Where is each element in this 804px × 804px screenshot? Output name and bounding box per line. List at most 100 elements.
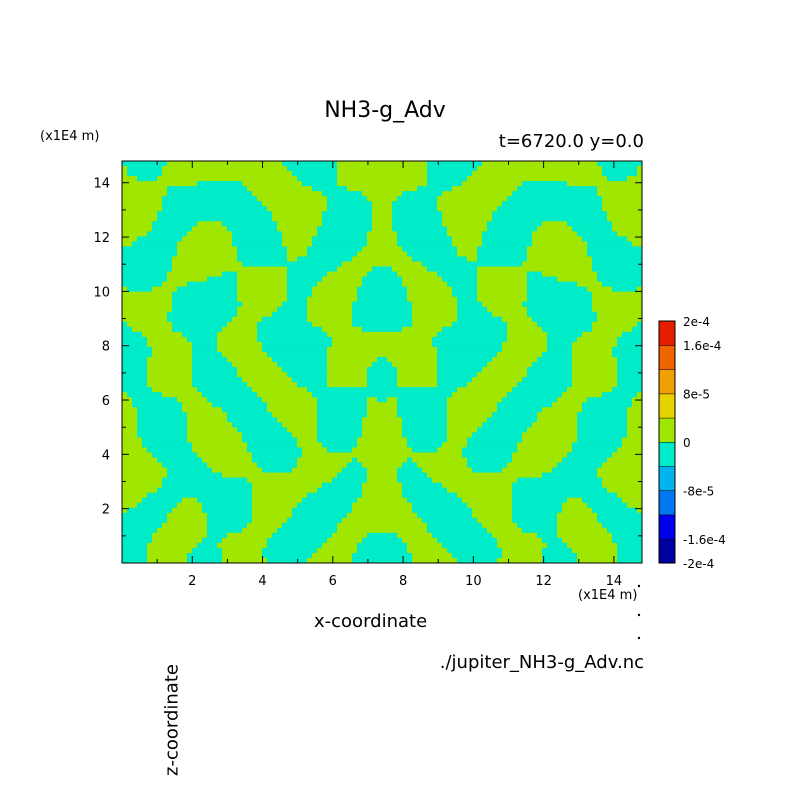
contour-cell bbox=[122, 336, 128, 343]
contour-cell bbox=[392, 296, 398, 303]
contour-cell bbox=[352, 306, 358, 313]
contour-cell bbox=[437, 276, 443, 282]
contour-cell bbox=[482, 372, 488, 378]
contour-cell bbox=[457, 377, 463, 383]
contour-cell bbox=[597, 206, 603, 212]
contour-cell bbox=[157, 251, 163, 257]
contour-cell bbox=[267, 346, 273, 353]
contour-cell bbox=[222, 326, 228, 333]
contour-cell bbox=[187, 387, 193, 393]
contour-cell bbox=[157, 166, 163, 172]
contour-cell bbox=[472, 176, 478, 182]
contour-cell bbox=[597, 382, 603, 388]
contour-cell bbox=[162, 246, 168, 252]
contour-cell bbox=[562, 362, 568, 368]
contour-cell bbox=[532, 346, 538, 353]
contour-cell bbox=[192, 201, 198, 207]
contour-cell bbox=[242, 387, 248, 393]
contour-cell bbox=[297, 236, 303, 242]
contour-cell bbox=[307, 286, 313, 293]
contour-cell bbox=[487, 316, 493, 323]
contour-cell bbox=[262, 286, 268, 293]
contour-cell bbox=[207, 397, 213, 403]
contour-cell bbox=[137, 171, 143, 177]
contour-cell bbox=[392, 266, 398, 272]
contour-cell bbox=[587, 166, 593, 172]
contour-cell bbox=[517, 186, 523, 192]
contour-cell bbox=[237, 382, 243, 388]
contour-cell bbox=[222, 241, 228, 247]
contour-cell bbox=[267, 362, 273, 368]
contour-cell bbox=[532, 362, 538, 368]
contour-cell bbox=[477, 171, 483, 177]
contour-cell bbox=[267, 211, 273, 217]
contour-cell bbox=[447, 362, 453, 368]
contour-cell bbox=[387, 216, 393, 222]
contour-cell bbox=[507, 166, 513, 172]
contour-cell bbox=[272, 206, 278, 212]
contour-cell bbox=[287, 367, 293, 373]
contour-cell bbox=[597, 301, 603, 308]
contour-cell bbox=[467, 362, 473, 368]
contour-cell bbox=[432, 266, 438, 272]
contour-cell bbox=[272, 176, 278, 182]
contour-cell bbox=[397, 377, 403, 383]
contour-cell bbox=[212, 196, 218, 202]
contour-cell bbox=[377, 281, 383, 288]
contour-cell bbox=[482, 206, 488, 212]
contour-cell bbox=[222, 346, 228, 353]
contour-cell bbox=[127, 326, 133, 333]
contour-cell bbox=[457, 241, 463, 247]
contour-cell bbox=[152, 191, 158, 197]
contour-cell bbox=[637, 291, 643, 298]
contour-cell bbox=[617, 382, 623, 388]
contour-cell bbox=[427, 316, 433, 323]
contour-cell bbox=[452, 231, 458, 237]
contour-cell bbox=[582, 166, 588, 172]
contour-cell bbox=[127, 281, 133, 288]
contour-cell bbox=[577, 206, 583, 212]
contour-cell bbox=[302, 306, 308, 313]
contour-cell bbox=[377, 326, 383, 333]
contour-cell bbox=[212, 306, 218, 313]
contour-cell bbox=[322, 191, 328, 197]
contour-cell bbox=[457, 372, 463, 378]
contour-cell bbox=[187, 362, 193, 368]
contour-cell bbox=[312, 286, 318, 293]
contour-cell bbox=[582, 341, 588, 348]
contour-cell bbox=[627, 251, 633, 257]
contour-cell bbox=[342, 161, 348, 167]
contour-cell bbox=[347, 336, 353, 343]
contour-cell bbox=[252, 296, 258, 303]
contour-cell bbox=[447, 221, 453, 227]
contour-cell bbox=[632, 276, 638, 282]
contour-cell bbox=[347, 382, 353, 388]
contour-cell bbox=[172, 351, 178, 358]
contour-cell bbox=[317, 191, 323, 197]
contour-cell bbox=[567, 186, 573, 192]
contour-cell bbox=[457, 221, 463, 227]
contour-cell bbox=[617, 236, 623, 242]
contour-cell bbox=[442, 236, 448, 242]
contour-cell bbox=[437, 236, 443, 242]
contour-cell bbox=[462, 216, 468, 222]
contour-cell bbox=[347, 196, 353, 202]
contour-cell bbox=[342, 301, 348, 308]
contour-cell bbox=[327, 206, 333, 212]
contour-cell bbox=[597, 331, 603, 338]
contour-cell bbox=[447, 201, 453, 207]
contour-cell bbox=[337, 326, 343, 333]
contour-cell bbox=[432, 397, 438, 403]
contour-cell bbox=[197, 186, 203, 192]
contour-cell bbox=[182, 246, 188, 252]
contour-cell bbox=[327, 397, 333, 403]
contour-cell bbox=[472, 236, 478, 242]
contour-cell bbox=[187, 171, 193, 177]
contour-cell bbox=[617, 316, 623, 323]
contour-cell bbox=[522, 171, 528, 177]
contour-cell bbox=[272, 351, 278, 358]
contour-cell bbox=[457, 286, 463, 293]
contour-cell bbox=[297, 256, 303, 262]
contour-cell bbox=[137, 362, 143, 368]
contour-cell bbox=[362, 351, 368, 358]
